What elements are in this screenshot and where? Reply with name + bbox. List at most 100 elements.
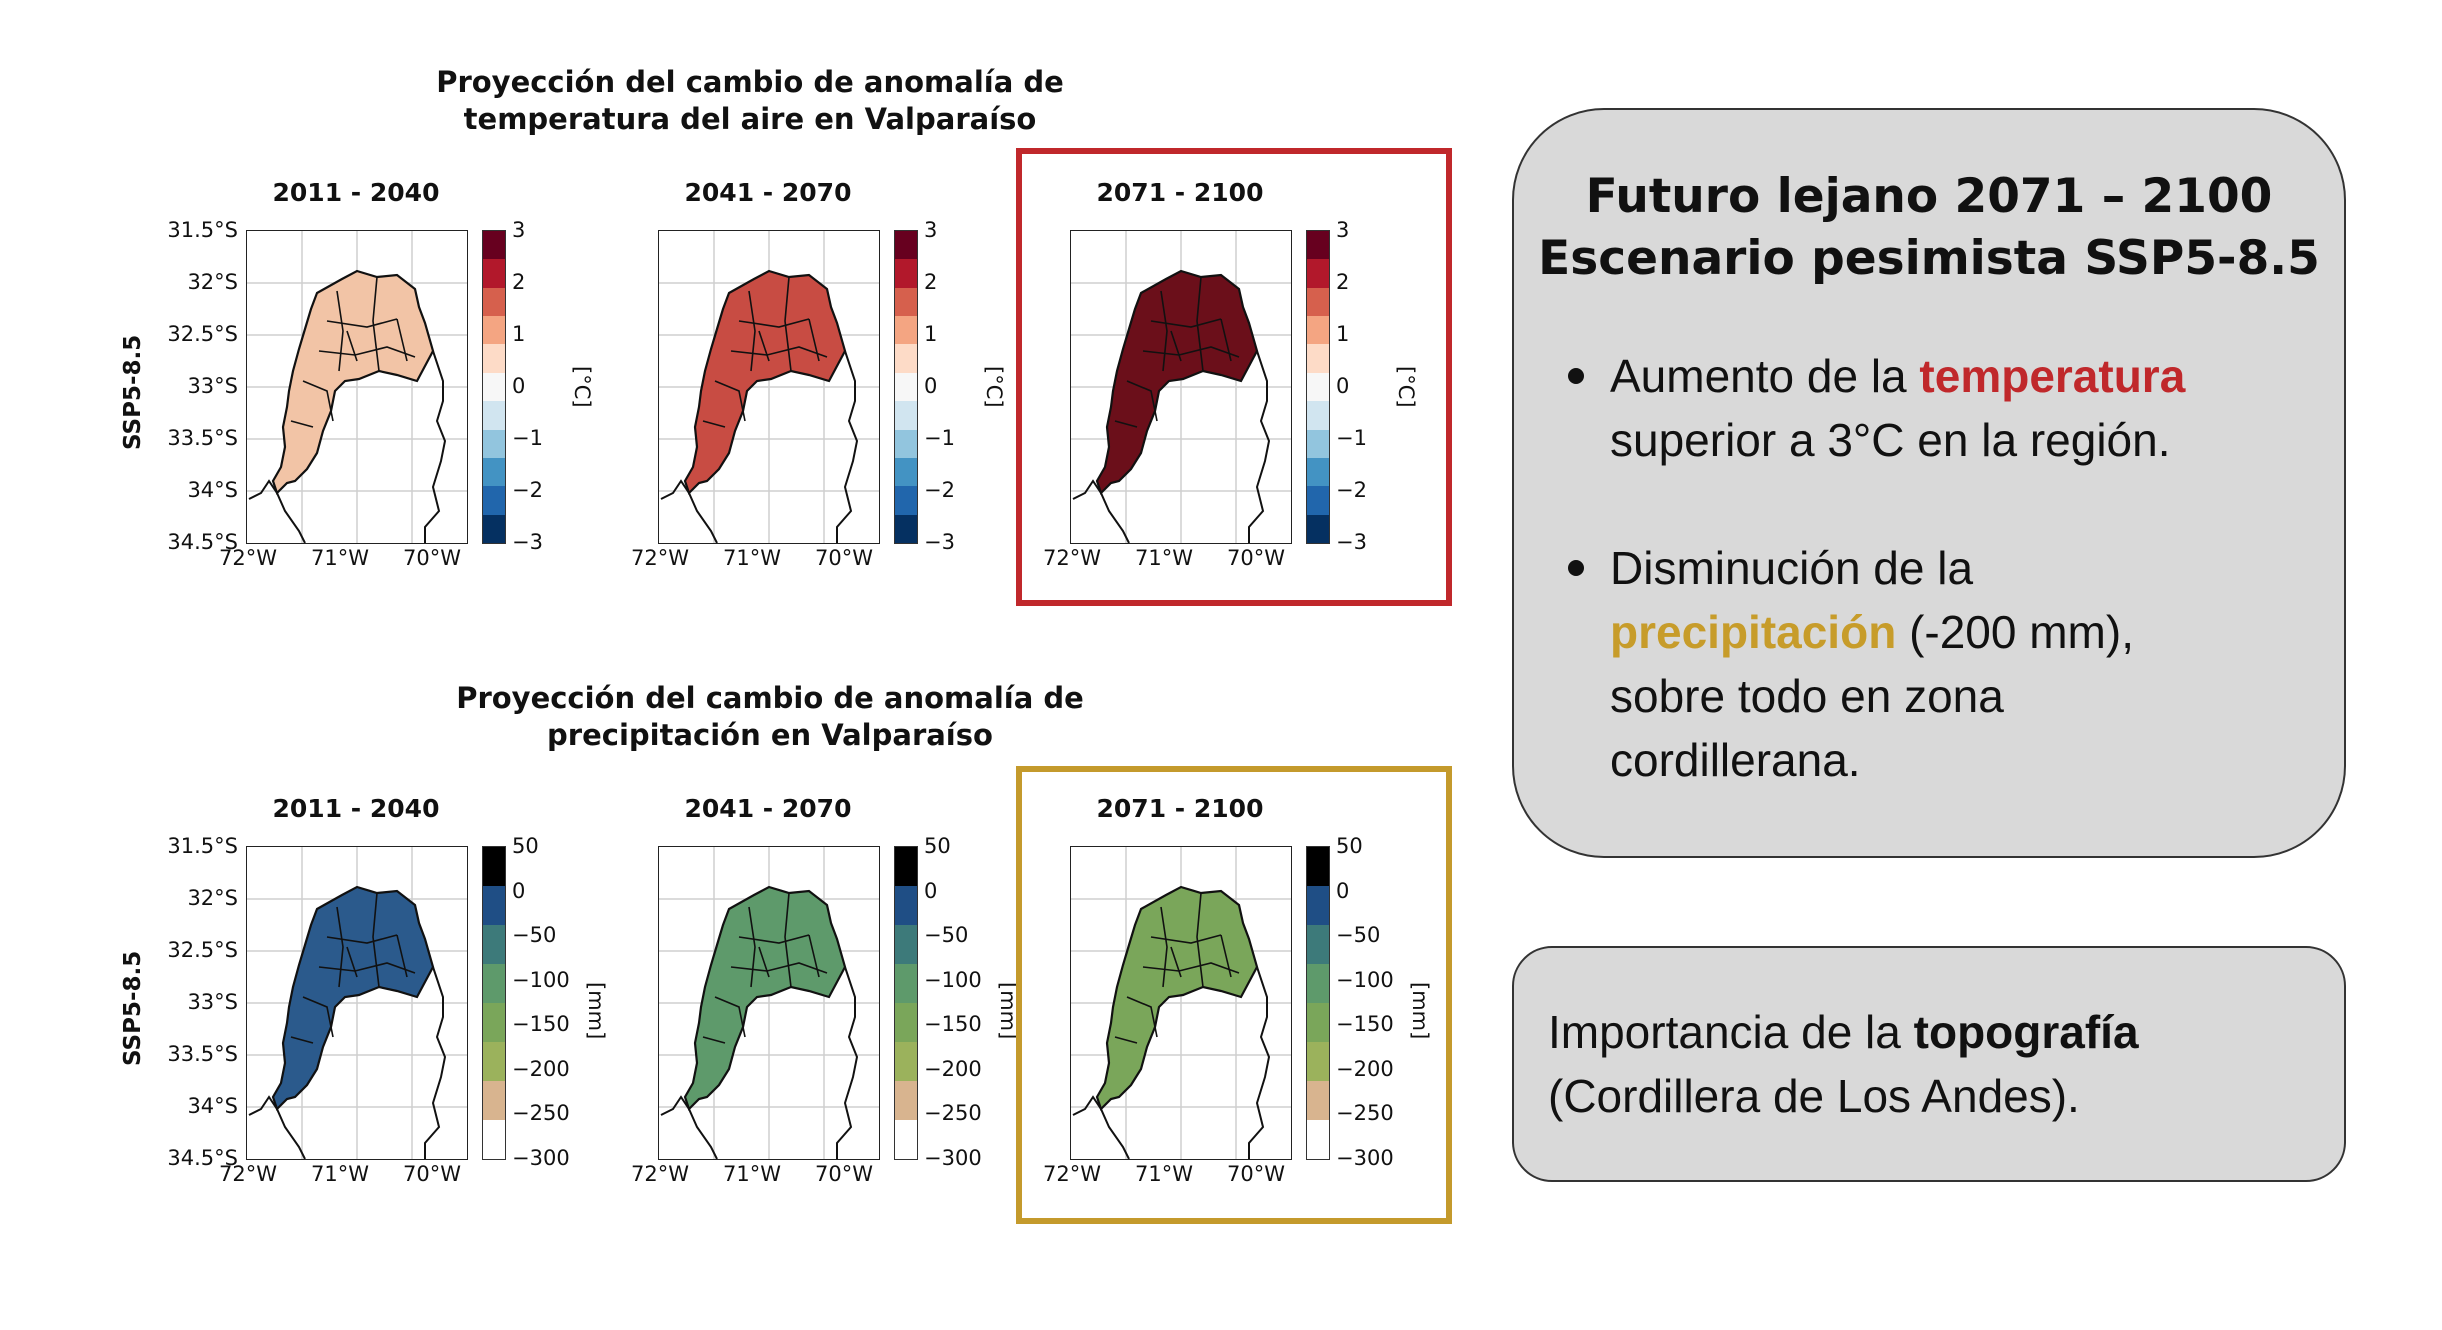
longitude-tick-label: 71°W [311, 546, 369, 570]
longitude-tick-label: 71°W [311, 1162, 369, 1186]
longitude-tick-label: 71°W [1135, 546, 1193, 570]
longitude-tick-label: 71°W [723, 1162, 781, 1186]
region-map [1070, 846, 1292, 1160]
latitude-tick-label: 32.5°S [167, 322, 238, 346]
period-label: 2041 - 2070 [684, 794, 852, 823]
colorbar-tick-label: 3 [512, 218, 526, 242]
colorbar-tick-label: −250 [924, 1101, 982, 1126]
colorbar-tick-label: −1 [924, 426, 955, 450]
topography-line2: (Cordillera de Los Andes). [1548, 1070, 2080, 1122]
colorbar-tick-label: −150 [512, 1012, 570, 1037]
temperature-figure-title: Proyección del cambio de anomalía de tem… [400, 64, 1100, 138]
colorbar-tick-label: 0 [512, 374, 526, 398]
temperature-row-label: SSP5-8.5 [120, 334, 146, 450]
colorbar-tick-label: −200 [512, 1056, 570, 1081]
colorbar-tick-label: −50 [1336, 923, 1381, 948]
precipitation-bullet: Disminución de la precipitación (-200 mm… [1564, 536, 2344, 792]
latitude-tick-label: 34.5°S [167, 530, 238, 554]
longitude-tick-label: 70°W [403, 1162, 461, 1186]
latitude-tick-label: 34°S [187, 478, 238, 502]
colorbar-tick-label: −3 [512, 530, 543, 554]
longitude-tick-label: 72°W [631, 546, 689, 570]
colorbar-tick-label: −100 [924, 967, 982, 992]
topography-panel: Importancia de la topografía (Cordillera… [1512, 946, 2346, 1182]
colorbar-tick-label: −200 [924, 1056, 982, 1081]
colorbar-tick-label: −1 [512, 426, 543, 450]
bullet2-rest: (-200 mm), [1896, 606, 2134, 658]
bullet-icon [1568, 368, 1584, 384]
region-map-graphic [247, 231, 467, 543]
region-map-graphic [1071, 231, 1291, 543]
temperature-bullet: Aumento de la temperatura superior a 3°C… [1564, 344, 2344, 472]
colorbar [894, 846, 918, 1160]
colorbar-tick-label: −200 [1336, 1056, 1394, 1081]
colorbar-tick-label: 0 [1336, 374, 1350, 398]
colorbar-tick-label: 50 [512, 834, 539, 858]
longitude-tick-label: 70°W [1227, 1162, 1285, 1186]
longitude-tick-label: 70°W [815, 546, 873, 570]
colorbar [482, 230, 506, 544]
colorbar [482, 846, 506, 1160]
latitude-tick-label: 32°S [187, 270, 238, 294]
longitude-tick-label: 72°W [219, 1162, 277, 1186]
longitude-tick-label: 72°W [1043, 546, 1101, 570]
longitude-tick-label: 70°W [815, 1162, 873, 1186]
latitude-tick-label: 31.5°S [167, 834, 238, 858]
longitude-tick-label: 71°W [1135, 1162, 1193, 1186]
colorbar-tick-label: −2 [924, 478, 955, 502]
colorbar-unit-label: [°C] [570, 366, 594, 408]
colorbar-tick-label: −2 [1336, 478, 1367, 502]
bullet2-prefix: Disminución de la [1610, 542, 1974, 594]
summary-panel: Futuro lejano 2071 – 2100 Escenario pesi… [1512, 108, 2346, 858]
colorbar-tick-label: −300 [924, 1146, 982, 1170]
region-map [1070, 230, 1292, 544]
latitude-tick-label: 31.5°S [167, 218, 238, 242]
colorbar-tick-label: −3 [1336, 530, 1367, 554]
longitude-tick-label: 71°W [723, 546, 781, 570]
colorbar-tick-label: 0 [924, 374, 938, 398]
colorbar [1306, 846, 1330, 1160]
colorbar-tick-label: −3 [924, 530, 955, 554]
colorbar-tick-label: 2 [924, 270, 938, 294]
colorbar-tick-label: −50 [512, 923, 557, 948]
period-label: 2071 - 2100 [1096, 794, 1264, 823]
topography-keyword: topografía [1913, 1006, 2139, 1058]
colorbar-tick-label: 3 [924, 218, 938, 242]
precipitation-title-line2: precipitación en Valparaíso [547, 718, 993, 752]
region-map [246, 846, 468, 1160]
bullet-icon [1568, 560, 1584, 576]
region-map-graphic [247, 847, 467, 1159]
colorbar-tick-label: −50 [924, 923, 969, 948]
latitude-tick-label: 32.5°S [167, 938, 238, 962]
temperature-title-line1: Proyección del cambio de anomalía de [436, 65, 1064, 99]
colorbar-unit-label: [°C] [982, 366, 1006, 408]
precipitation-row-label: SSP5-8.5 [120, 950, 146, 1066]
region-map-graphic [659, 847, 879, 1159]
colorbar-tick-label: −150 [924, 1012, 982, 1037]
period-label: 2041 - 2070 [684, 178, 852, 207]
colorbar-tick-label: −100 [512, 967, 570, 992]
region-map-graphic [1071, 847, 1291, 1159]
bullet1-suffix: superior a 3°C en la región. [1610, 414, 2171, 466]
colorbar-tick-label: 50 [1336, 834, 1363, 858]
latitude-tick-label: 33°S [187, 990, 238, 1014]
latitude-tick-label: 33.5°S [167, 1042, 238, 1066]
summary-title-line2: Escenario pesimista SSP5-8.5 [1538, 231, 2320, 286]
colorbar-tick-label: −1 [1336, 426, 1367, 450]
colorbar-tick-label: −250 [1336, 1101, 1394, 1126]
temperature-keyword: temperatura [1919, 350, 2186, 402]
colorbar-tick-label: 1 [1336, 322, 1350, 346]
colorbar-tick-label: −2 [512, 478, 543, 502]
colorbar-tick-label: 0 [1336, 878, 1350, 903]
colorbar-tick-label: 50 [924, 834, 951, 858]
colorbar-tick-label: 1 [924, 322, 938, 346]
colorbar-tick-label: 3 [1336, 218, 1350, 242]
colorbar-tick-label: 0 [512, 878, 526, 903]
temperature-highlight-box [1016, 148, 1452, 606]
colorbar [1306, 230, 1330, 544]
bullet1-prefix: Aumento de la [1610, 350, 1920, 402]
longitude-tick-label: 70°W [1227, 546, 1285, 570]
bullet2-line4: cordillerana. [1610, 734, 1861, 786]
longitude-tick-label: 72°W [219, 546, 277, 570]
colorbar-tick-label: −150 [1336, 1012, 1394, 1037]
